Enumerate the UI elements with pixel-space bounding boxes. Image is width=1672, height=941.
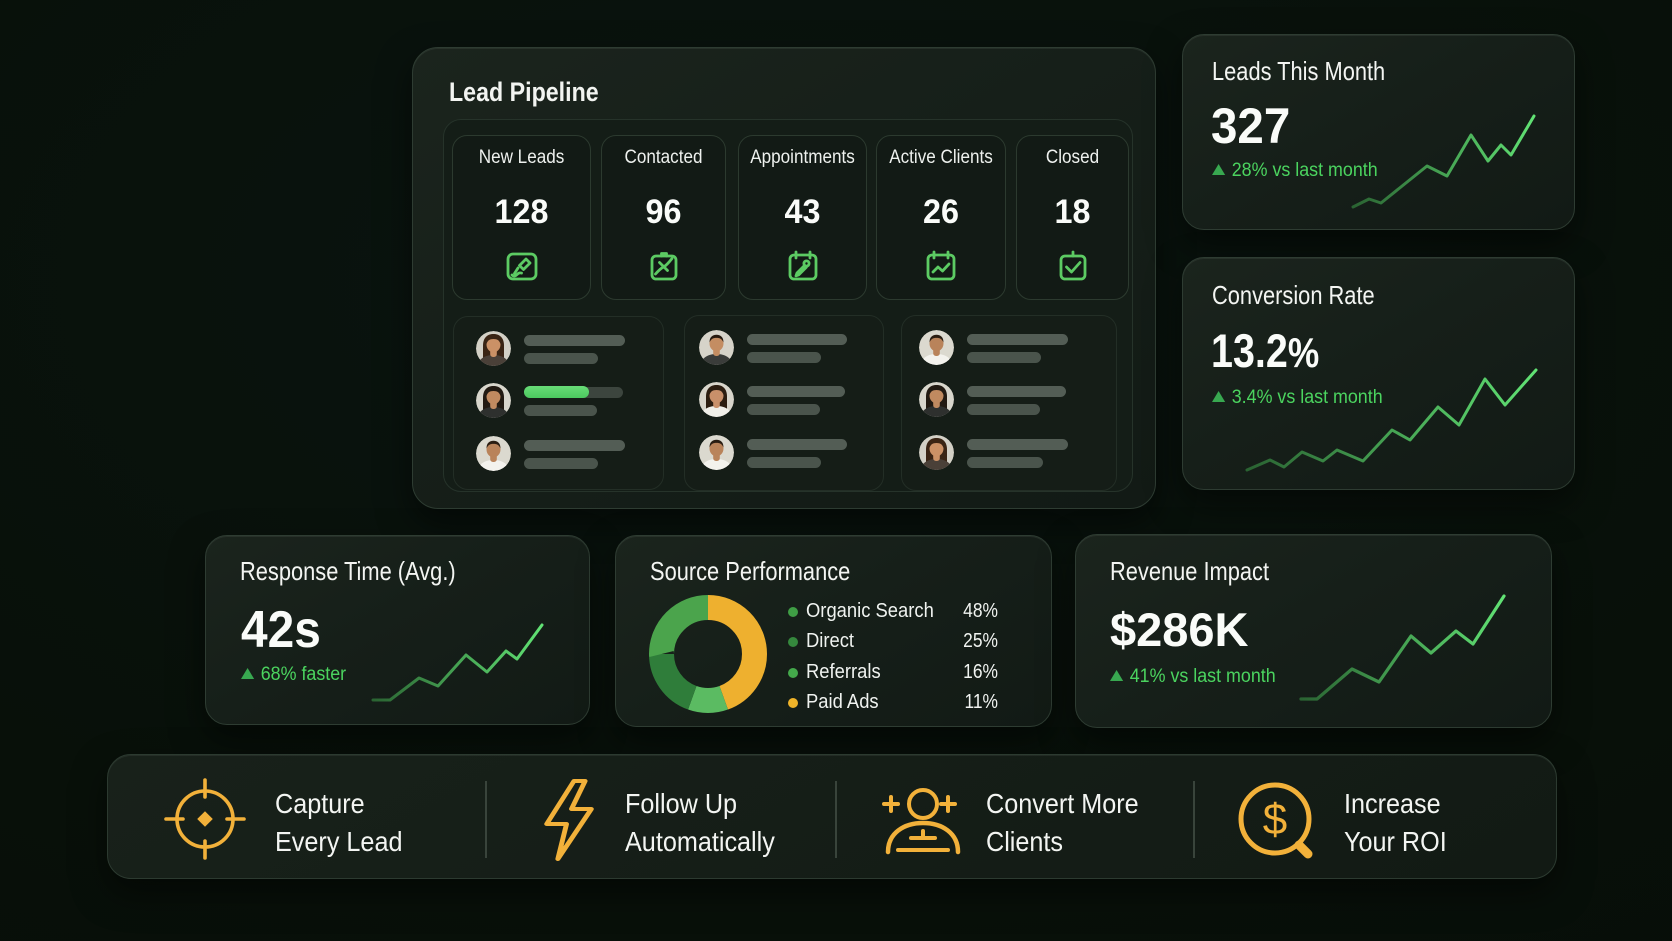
- svg-text:$: $: [1263, 795, 1287, 844]
